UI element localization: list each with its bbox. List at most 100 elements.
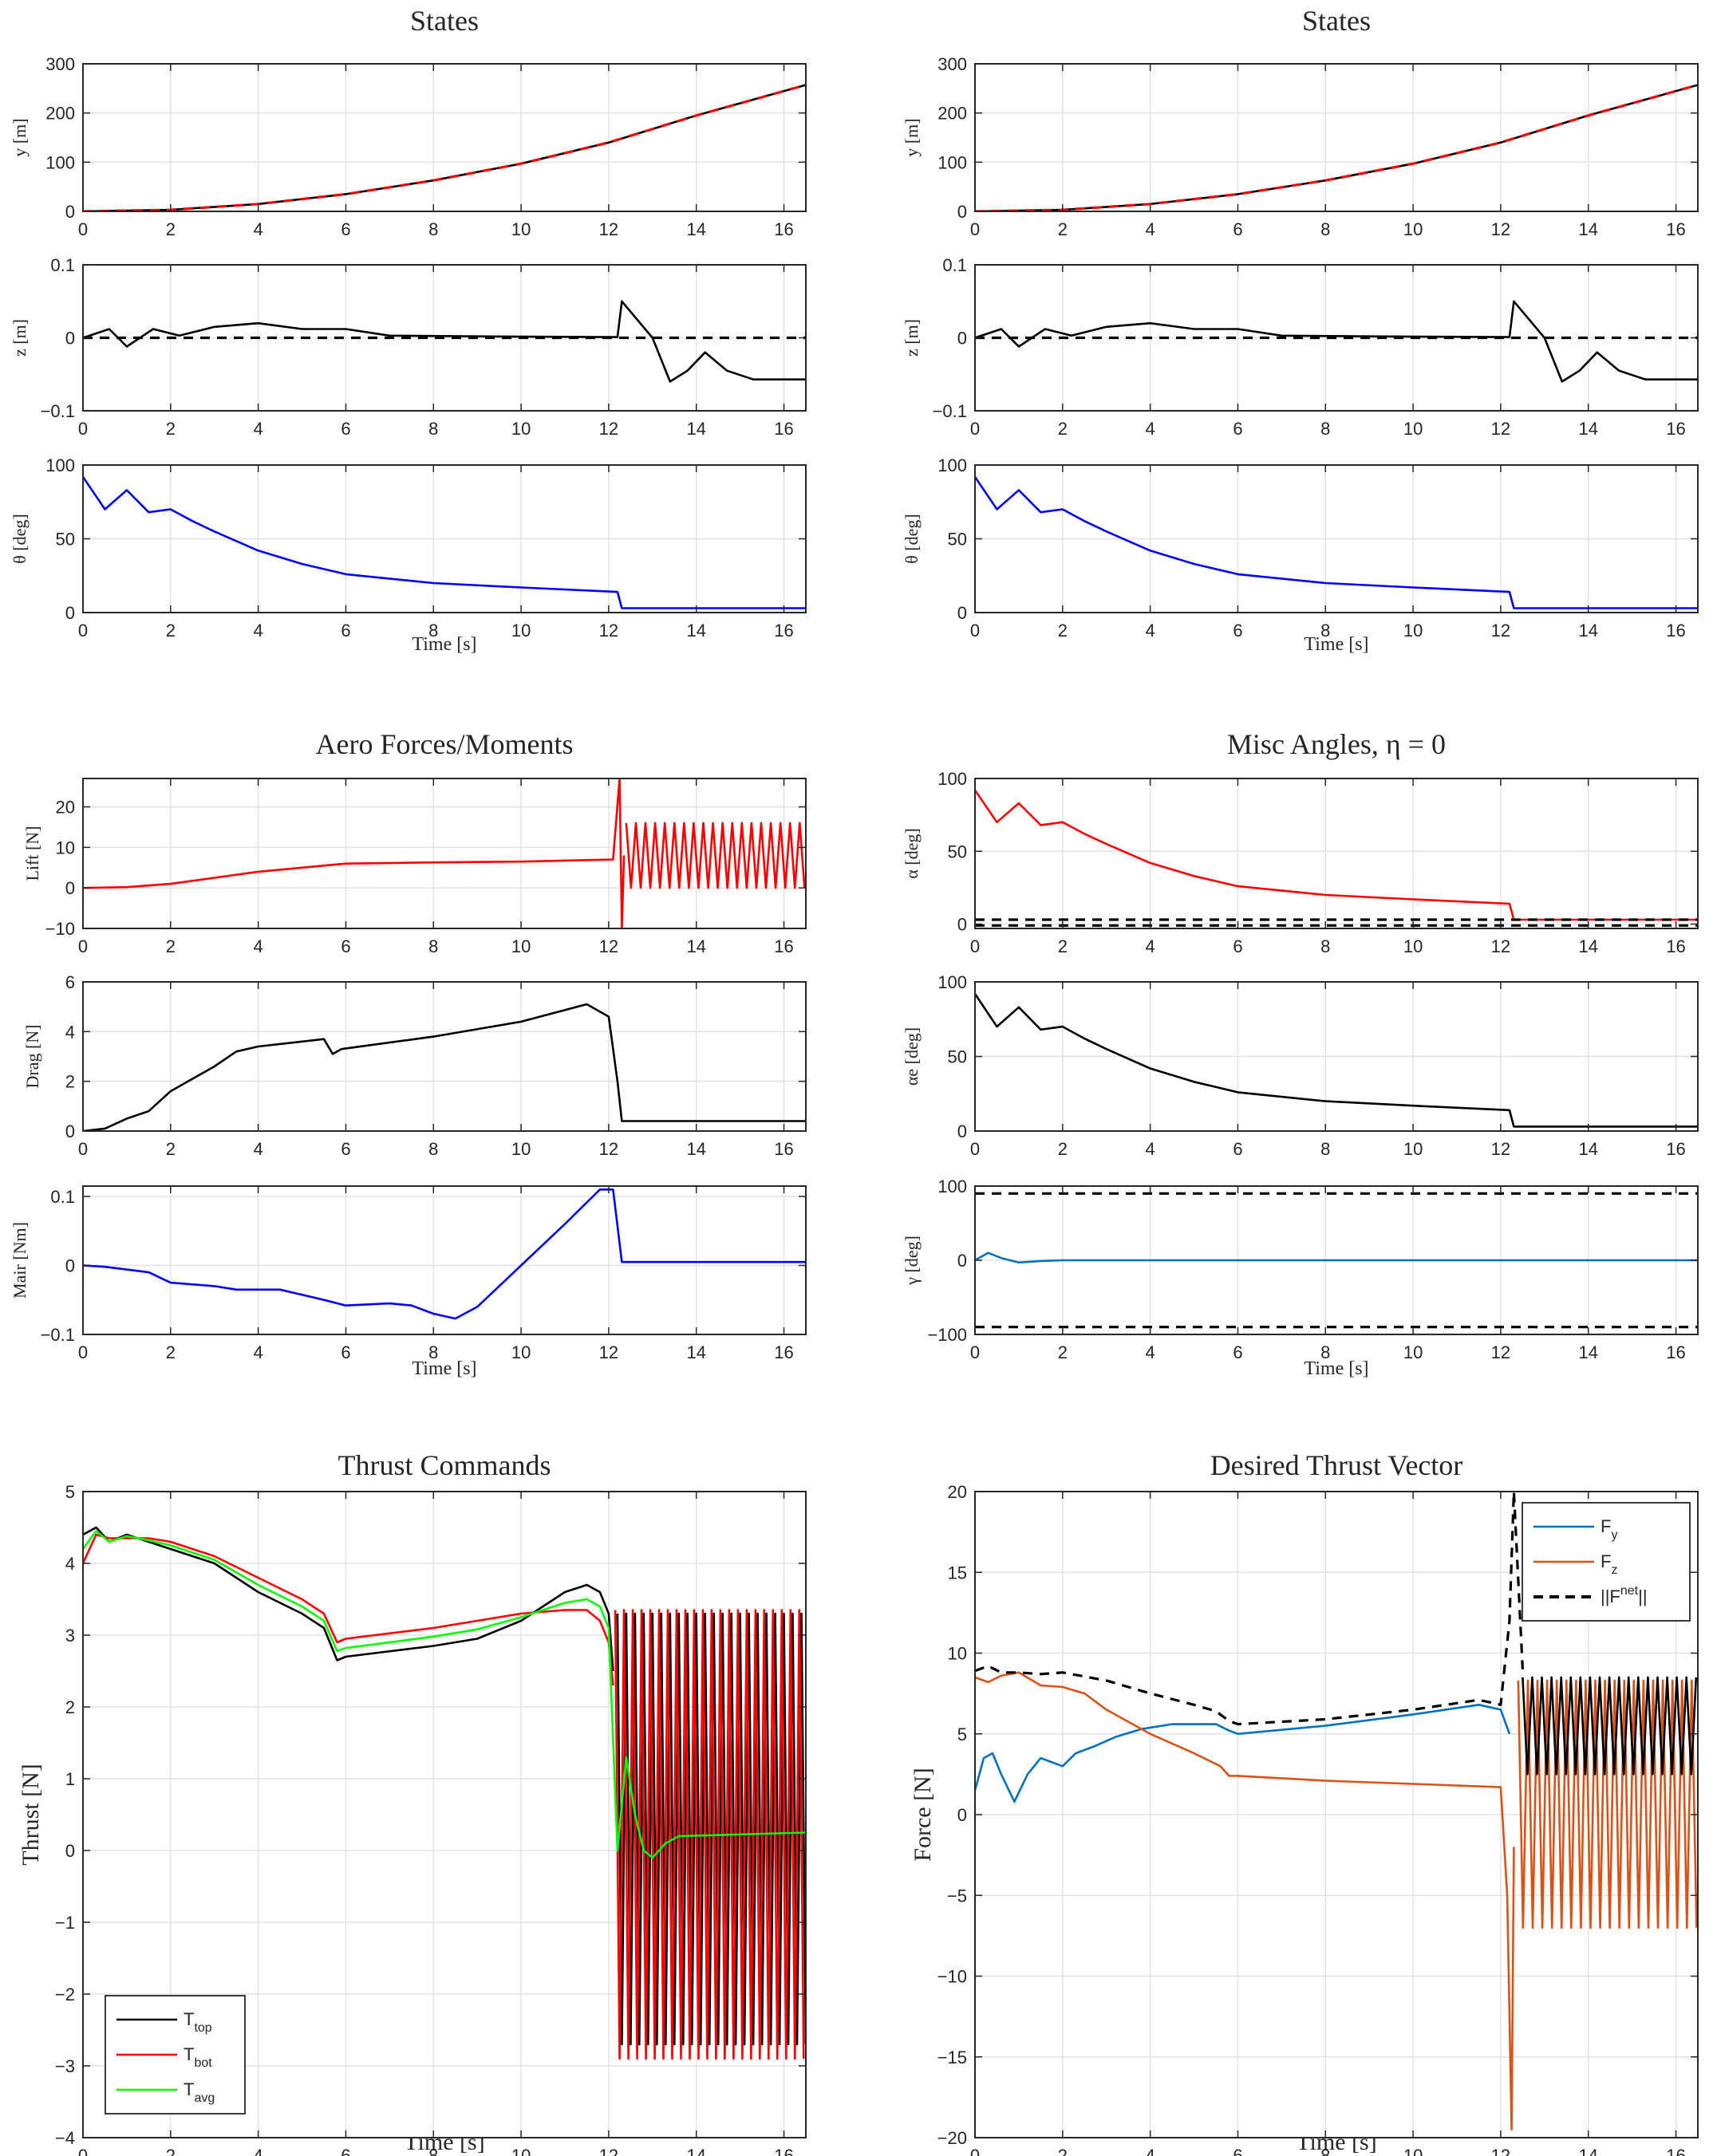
y-tick-label: 0 — [65, 329, 75, 349]
plot-area — [975, 64, 1698, 211]
x-tick-label: 12 — [599, 2146, 618, 2156]
series-line-0 — [975, 1251, 1698, 1264]
y-tick-label: 10 — [56, 838, 75, 857]
x-tick-label: 0 — [78, 936, 88, 956]
y-tick-label: −2 — [55, 1985, 75, 2004]
x-tick-label: 2 — [1058, 1342, 1068, 1362]
series-line-fy — [975, 1704, 1511, 1803]
y-tick-label: −20 — [937, 2128, 967, 2148]
y-tick-label: 0 — [65, 202, 75, 222]
x-tick-label: 8 — [1320, 419, 1330, 439]
y-tick-label: 0 — [957, 1121, 967, 1141]
series-line-0 — [83, 778, 626, 928]
y-tick-label: 0 — [957, 202, 967, 222]
x-tick-label: 14 — [686, 1342, 705, 1362]
x-tick-label: 8 — [428, 1342, 438, 1362]
plot-area — [83, 64, 806, 211]
x-tick-label: 0 — [78, 419, 88, 439]
x-tick-label: 8 — [428, 2146, 438, 2156]
x-tick-label: 10 — [1403, 219, 1423, 239]
x-tick-label: 2 — [1058, 2146, 1068, 2156]
x-tick-label: 10 — [1403, 1342, 1423, 1362]
states-right-sub0: 0 2 4 6 8 10 12 14 16 0 100 200 300 y [m] — [902, 54, 1699, 239]
y-tick-label: 100 — [937, 972, 967, 992]
series-group — [975, 993, 1698, 1128]
y-tick-label: 5 — [957, 1724, 967, 1744]
series-group — [83, 476, 806, 609]
x-tick-label: 14 — [1578, 419, 1597, 439]
series-group — [83, 778, 806, 928]
x-tick-label: 0 — [78, 1342, 88, 1362]
x-tick-label: 4 — [1146, 1139, 1155, 1159]
series-line-fnet — [975, 1492, 1524, 1726]
misc-sub0: 0 2 4 6 8 10 12 14 16 0 50 100 α [deg] — [902, 769, 1699, 956]
x-tick-label: 6 — [341, 621, 350, 640]
y-tick-label: 50 — [56, 530, 75, 550]
y-axis-label: Thrust [N] — [18, 1764, 44, 1865]
x-tick-label: 6 — [1233, 1342, 1242, 1362]
x-tick-label: 6 — [341, 2146, 350, 2156]
x-tick-label: 10 — [511, 621, 531, 640]
x-tick-label: 0 — [78, 2146, 88, 2156]
y-tick-label: −100 — [927, 1325, 967, 1345]
series-line-1 — [83, 83, 806, 211]
x-tick-label: 16 — [774, 1342, 793, 1362]
x-tick-label: 10 — [511, 419, 531, 439]
series-group — [975, 1492, 1698, 2131]
x-tick-label: 8 — [1320, 936, 1330, 956]
series-group — [83, 300, 806, 383]
y-axis-label: y [m] — [10, 118, 30, 156]
x-tick-label: 16 — [774, 621, 793, 640]
x-tick-label: 0 — [970, 2146, 980, 2156]
y-tick-label: −0.1 — [41, 401, 75, 421]
x-tick-label: 2 — [166, 2146, 176, 2156]
plot-area — [83, 982, 806, 1131]
x-tick-label: 10 — [511, 1342, 531, 1362]
y-tick-label: 0 — [957, 915, 967, 935]
x-tick-label: 6 — [1233, 1139, 1242, 1159]
x-tick-label: 16 — [774, 219, 793, 239]
x-tick-label: 2 — [166, 219, 176, 239]
y-tick-label: 0 — [65, 1255, 75, 1275]
x-tick-label: 2 — [166, 936, 176, 956]
x-tick-label: 4 — [254, 219, 263, 239]
x-tick-label: 10 — [511, 1139, 531, 1159]
x-tick-label: 16 — [774, 1139, 793, 1159]
series-line-fnet — [1522, 1676, 1698, 1776]
axes-box — [82, 981, 807, 1132]
x-tick-label: 12 — [599, 1342, 618, 1362]
x-tick-label: 14 — [686, 219, 705, 239]
y-tick-label: −5 — [947, 1886, 967, 1906]
x-tick-label: 2 — [1058, 1139, 1068, 1159]
series-group — [975, 300, 1698, 383]
axes-box — [974, 63, 1699, 212]
x-tick-label: 16 — [1666, 2146, 1685, 2156]
x-tick-label: 10 — [1403, 621, 1423, 640]
x-tick-label: 10 — [511, 2146, 531, 2156]
series-line-0 — [83, 1188, 806, 1320]
y-tick-label: 0 — [65, 1841, 75, 1861]
panel-title: States — [410, 5, 479, 37]
x-tick-label: 14 — [1578, 936, 1597, 956]
series-line-tavg — [83, 1530, 806, 1859]
axes-box — [974, 778, 1699, 929]
y-tick-label: −15 — [937, 2048, 967, 2067]
y-tick-label: 15 — [948, 1563, 967, 1583]
x-tick-label: 16 — [1666, 1342, 1685, 1362]
x-tick-label: 8 — [428, 1139, 438, 1159]
series-line-1 — [975, 83, 1698, 211]
x-tick-label: 12 — [1491, 1139, 1510, 1159]
y-tick-label: 100 — [937, 769, 967, 789]
x-tick-label: 4 — [254, 1139, 263, 1159]
y-tick-label: −0.1 — [933, 401, 967, 421]
x-tick-label: 8 — [1320, 1342, 1330, 1362]
y-tick-label: 0 — [957, 329, 967, 349]
x-tick-label: 10 — [1403, 936, 1423, 956]
panel-title: States — [1302, 5, 1371, 37]
x-tick-label: 2 — [166, 1342, 176, 1362]
series-line-0 — [975, 789, 1698, 921]
x-tick-label: 6 — [1233, 936, 1242, 956]
